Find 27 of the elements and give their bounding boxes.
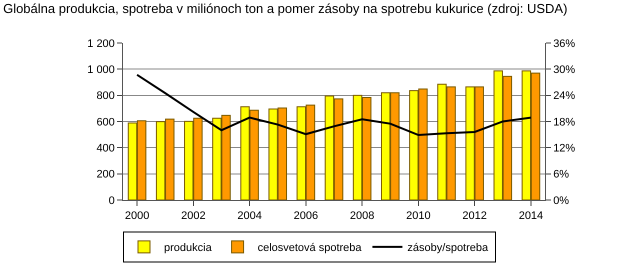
y2-tick-label: 12% [553,142,576,155]
x-tick-label: 2014 [518,210,544,222]
y2-tick-label: 36% [553,38,576,50]
x-tick-label: 2006 [294,210,318,222]
x-tick-label: 2000 [124,210,150,222]
y-tick-label: 1 200 [87,38,115,50]
x-tick-label: 2008 [350,210,374,222]
legend-label: zásoby/spotreba [407,242,490,254]
line-series [136,74,532,136]
x-tick-label: 2002 [181,210,206,222]
y2-tick-label: 24% [553,90,576,102]
y2-tick-label: 0% [553,194,570,207]
x-tick-label: 2010 [406,210,431,222]
y-tick-label: 600 [96,116,115,128]
y-tick-label: 400 [96,142,115,155]
y2-tick-label: 6% [553,168,570,181]
y-tick-label: 0 [108,194,115,207]
y2-tick-label: 18% [553,116,576,128]
y-tick-label: 800 [96,90,115,102]
y2-tick-label: 30% [553,64,576,76]
y-tick-label: 1 000 [87,64,115,76]
x-tick-label: 2004 [237,210,262,222]
y-tick-label: 200 [96,168,115,181]
legend-label: celosvetová spotreba [258,242,362,254]
x-tick-label: 2012 [462,210,487,222]
chart-title: Globálna produkcia, spotreba v miliónoch ton a pomer zásoby na spotrebu kukurice (zdroj: USDA) [3,1,568,16]
legend-label: produkcia [164,242,213,254]
